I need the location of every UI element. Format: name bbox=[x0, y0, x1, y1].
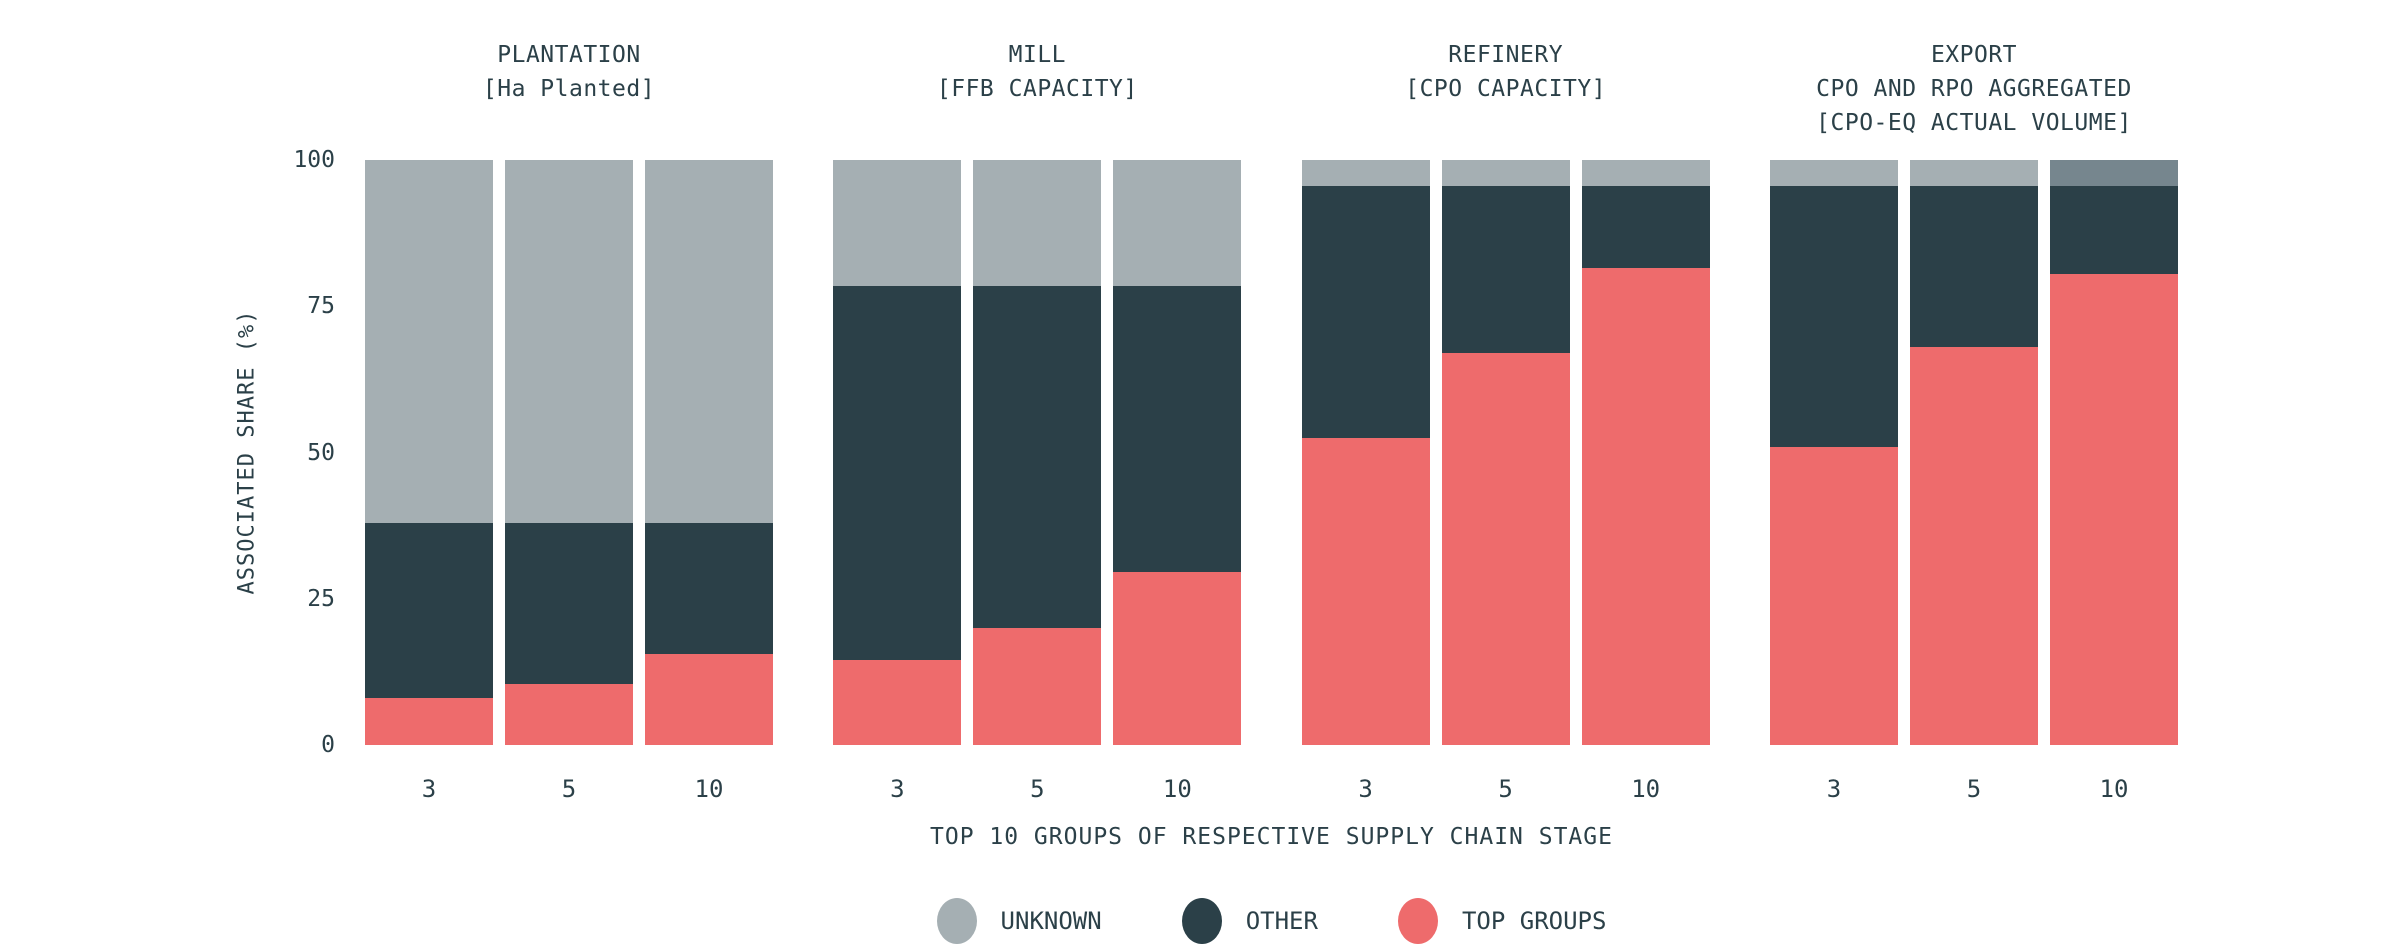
bar-segment-unknown bbox=[505, 160, 633, 523]
bar-segment-other bbox=[1113, 285, 1242, 573]
stacked-bar-top-10: 10 bbox=[2049, 160, 2178, 803]
x-tick-label: 10 bbox=[1162, 775, 1192, 803]
bar-segment-top-groups bbox=[1581, 268, 1710, 745]
y-tick-label: 100 bbox=[293, 147, 335, 173]
legend-item-top-groups: TOP GROUPS bbox=[1397, 898, 1607, 944]
bar-segment-other bbox=[365, 522, 493, 699]
panel-title: MILL [FFB CAPACITY] bbox=[936, 42, 1138, 102]
x-tick-label: 3 bbox=[1358, 775, 1373, 803]
bar-segment-top-groups bbox=[973, 628, 1102, 745]
legend-label: UNKNOWN bbox=[1000, 907, 1102, 935]
legend-swatch-unknown-icon bbox=[936, 898, 977, 944]
legend-swatch-top-groups-icon bbox=[1397, 898, 1438, 944]
bar-segment-other bbox=[1581, 186, 1710, 269]
bar-segment-other bbox=[1769, 186, 1898, 447]
y-tick-label: 50 bbox=[307, 439, 335, 466]
bar-segment-other bbox=[973, 285, 1102, 628]
bar-segment-unknown bbox=[645, 160, 773, 523]
stacked-bar-top-3: 3 bbox=[1301, 160, 1430, 803]
x-tick-label: 3 bbox=[890, 775, 905, 803]
x-axis-title: TOP 10 GROUPS OF RESPECTIVE SUPPLY CHAIN… bbox=[930, 824, 1613, 850]
bar-segment-unknown bbox=[1769, 160, 1898, 187]
bar-segment-top-groups bbox=[1441, 353, 1570, 745]
bar-segment-top-groups bbox=[1113, 572, 1242, 745]
bar-segment-other bbox=[833, 285, 962, 661]
y-tick-label: 25 bbox=[307, 585, 335, 612]
bar-segment-top-groups bbox=[1301, 437, 1430, 745]
panel-title: REFINERY [CPO CAPACITY] bbox=[1405, 42, 1607, 102]
legend-label: OTHER bbox=[1245, 907, 1318, 935]
legend-item-other: OTHER bbox=[1181, 898, 1318, 944]
bar-segment-unknown bbox=[365, 160, 493, 523]
panel-plantation: PLANTATION [Ha Planted] 3 5 10 bbox=[365, 42, 773, 803]
bar-segment-unknown bbox=[1441, 160, 1570, 187]
bar-segment-unknown bbox=[1581, 160, 1710, 187]
bar-segment-unknown bbox=[833, 160, 962, 286]
bar-segment-top-groups bbox=[505, 683, 633, 745]
panel-title: EXPORT CPO AND RPO AGGREGATED [CPO-EQ AC… bbox=[1816, 42, 2132, 136]
bar-segment-unknown bbox=[2049, 160, 2178, 187]
panel-title: PLANTATION [Ha Planted] bbox=[482, 42, 656, 102]
stacked-bar-top-3: 3 bbox=[1769, 160, 1898, 803]
x-tick-label: 5 bbox=[561, 775, 577, 803]
x-tick-label: 5 bbox=[1030, 775, 1045, 803]
stacked-bar-top-5: 5 bbox=[973, 160, 1102, 803]
bar-segment-top-groups bbox=[2049, 274, 2178, 745]
legend-item-unknown: UNKNOWN bbox=[936, 898, 1102, 944]
bar-segment-unknown bbox=[1301, 160, 1430, 187]
y-tick-label: 0 bbox=[321, 732, 335, 758]
bar-segment-top-groups bbox=[1769, 446, 1898, 745]
stacked-bar-top-10: 10 bbox=[1581, 160, 1710, 803]
x-tick-label: 10 bbox=[1631, 775, 1661, 803]
legend-swatch-other-icon bbox=[1181, 898, 1222, 944]
stacked-bar-top-5: 5 bbox=[1909, 160, 2038, 803]
legend-label: TOP GROUPS bbox=[1461, 907, 1607, 935]
bar-segment-other bbox=[1441, 186, 1570, 354]
bar-segment-other bbox=[1909, 186, 2038, 348]
x-tick-label: 5 bbox=[1498, 775, 1513, 803]
stacked-bar-top-3: 3 bbox=[365, 160, 493, 803]
bar-segment-top-groups bbox=[365, 698, 493, 745]
bar-segment-unknown bbox=[1113, 160, 1242, 286]
bar-segment-top-groups bbox=[645, 654, 773, 745]
bar-segment-unknown bbox=[973, 160, 1102, 286]
stacked-bar-top-10: 10 bbox=[1113, 160, 1242, 803]
x-tick-label: 5 bbox=[1966, 775, 1982, 803]
panel-mill: MILL [FFB CAPACITY] 3 5 10 bbox=[833, 42, 1242, 803]
bar-segment-top-groups bbox=[833, 660, 962, 745]
bar-segment-top-groups bbox=[1909, 347, 2038, 745]
bar-segment-other bbox=[1301, 186, 1430, 438]
stacked-bar-top-5: 5 bbox=[1441, 160, 1570, 803]
panel-export: EXPORT CPO AND RPO AGGREGATED [CPO-EQ AC… bbox=[1769, 42, 2178, 803]
x-tick-label: 10 bbox=[694, 775, 724, 803]
stacked-bar-top-5: 5 bbox=[505, 160, 633, 803]
x-tick-label: 10 bbox=[2099, 775, 2129, 803]
legend: UNKNOWN OTHER TOP GROUPS bbox=[365, 898, 2178, 944]
bar-segment-unknown bbox=[1909, 160, 2038, 187]
x-tick-label: 3 bbox=[1826, 775, 1842, 803]
x-tick-label: 3 bbox=[421, 775, 437, 803]
panel-refinery: REFINERY [CPO CAPACITY] 3 5 10 bbox=[1301, 42, 1710, 803]
y-axis-tick-labels: 0 25 50 75 100 bbox=[230, 147, 335, 758]
stacked-bar-top-10: 10 bbox=[645, 160, 773, 803]
stacked-bar-top-3: 3 bbox=[833, 160, 962, 803]
plot-area: PLANTATION [Ha Planted] 3 5 10 MILL [FFB CAP… bbox=[365, 42, 2178, 803]
bar-segment-other bbox=[645, 522, 773, 655]
bar-segment-other bbox=[505, 522, 633, 684]
y-tick-label: 75 bbox=[307, 293, 335, 320]
bar-segment-other bbox=[2049, 186, 2178, 275]
